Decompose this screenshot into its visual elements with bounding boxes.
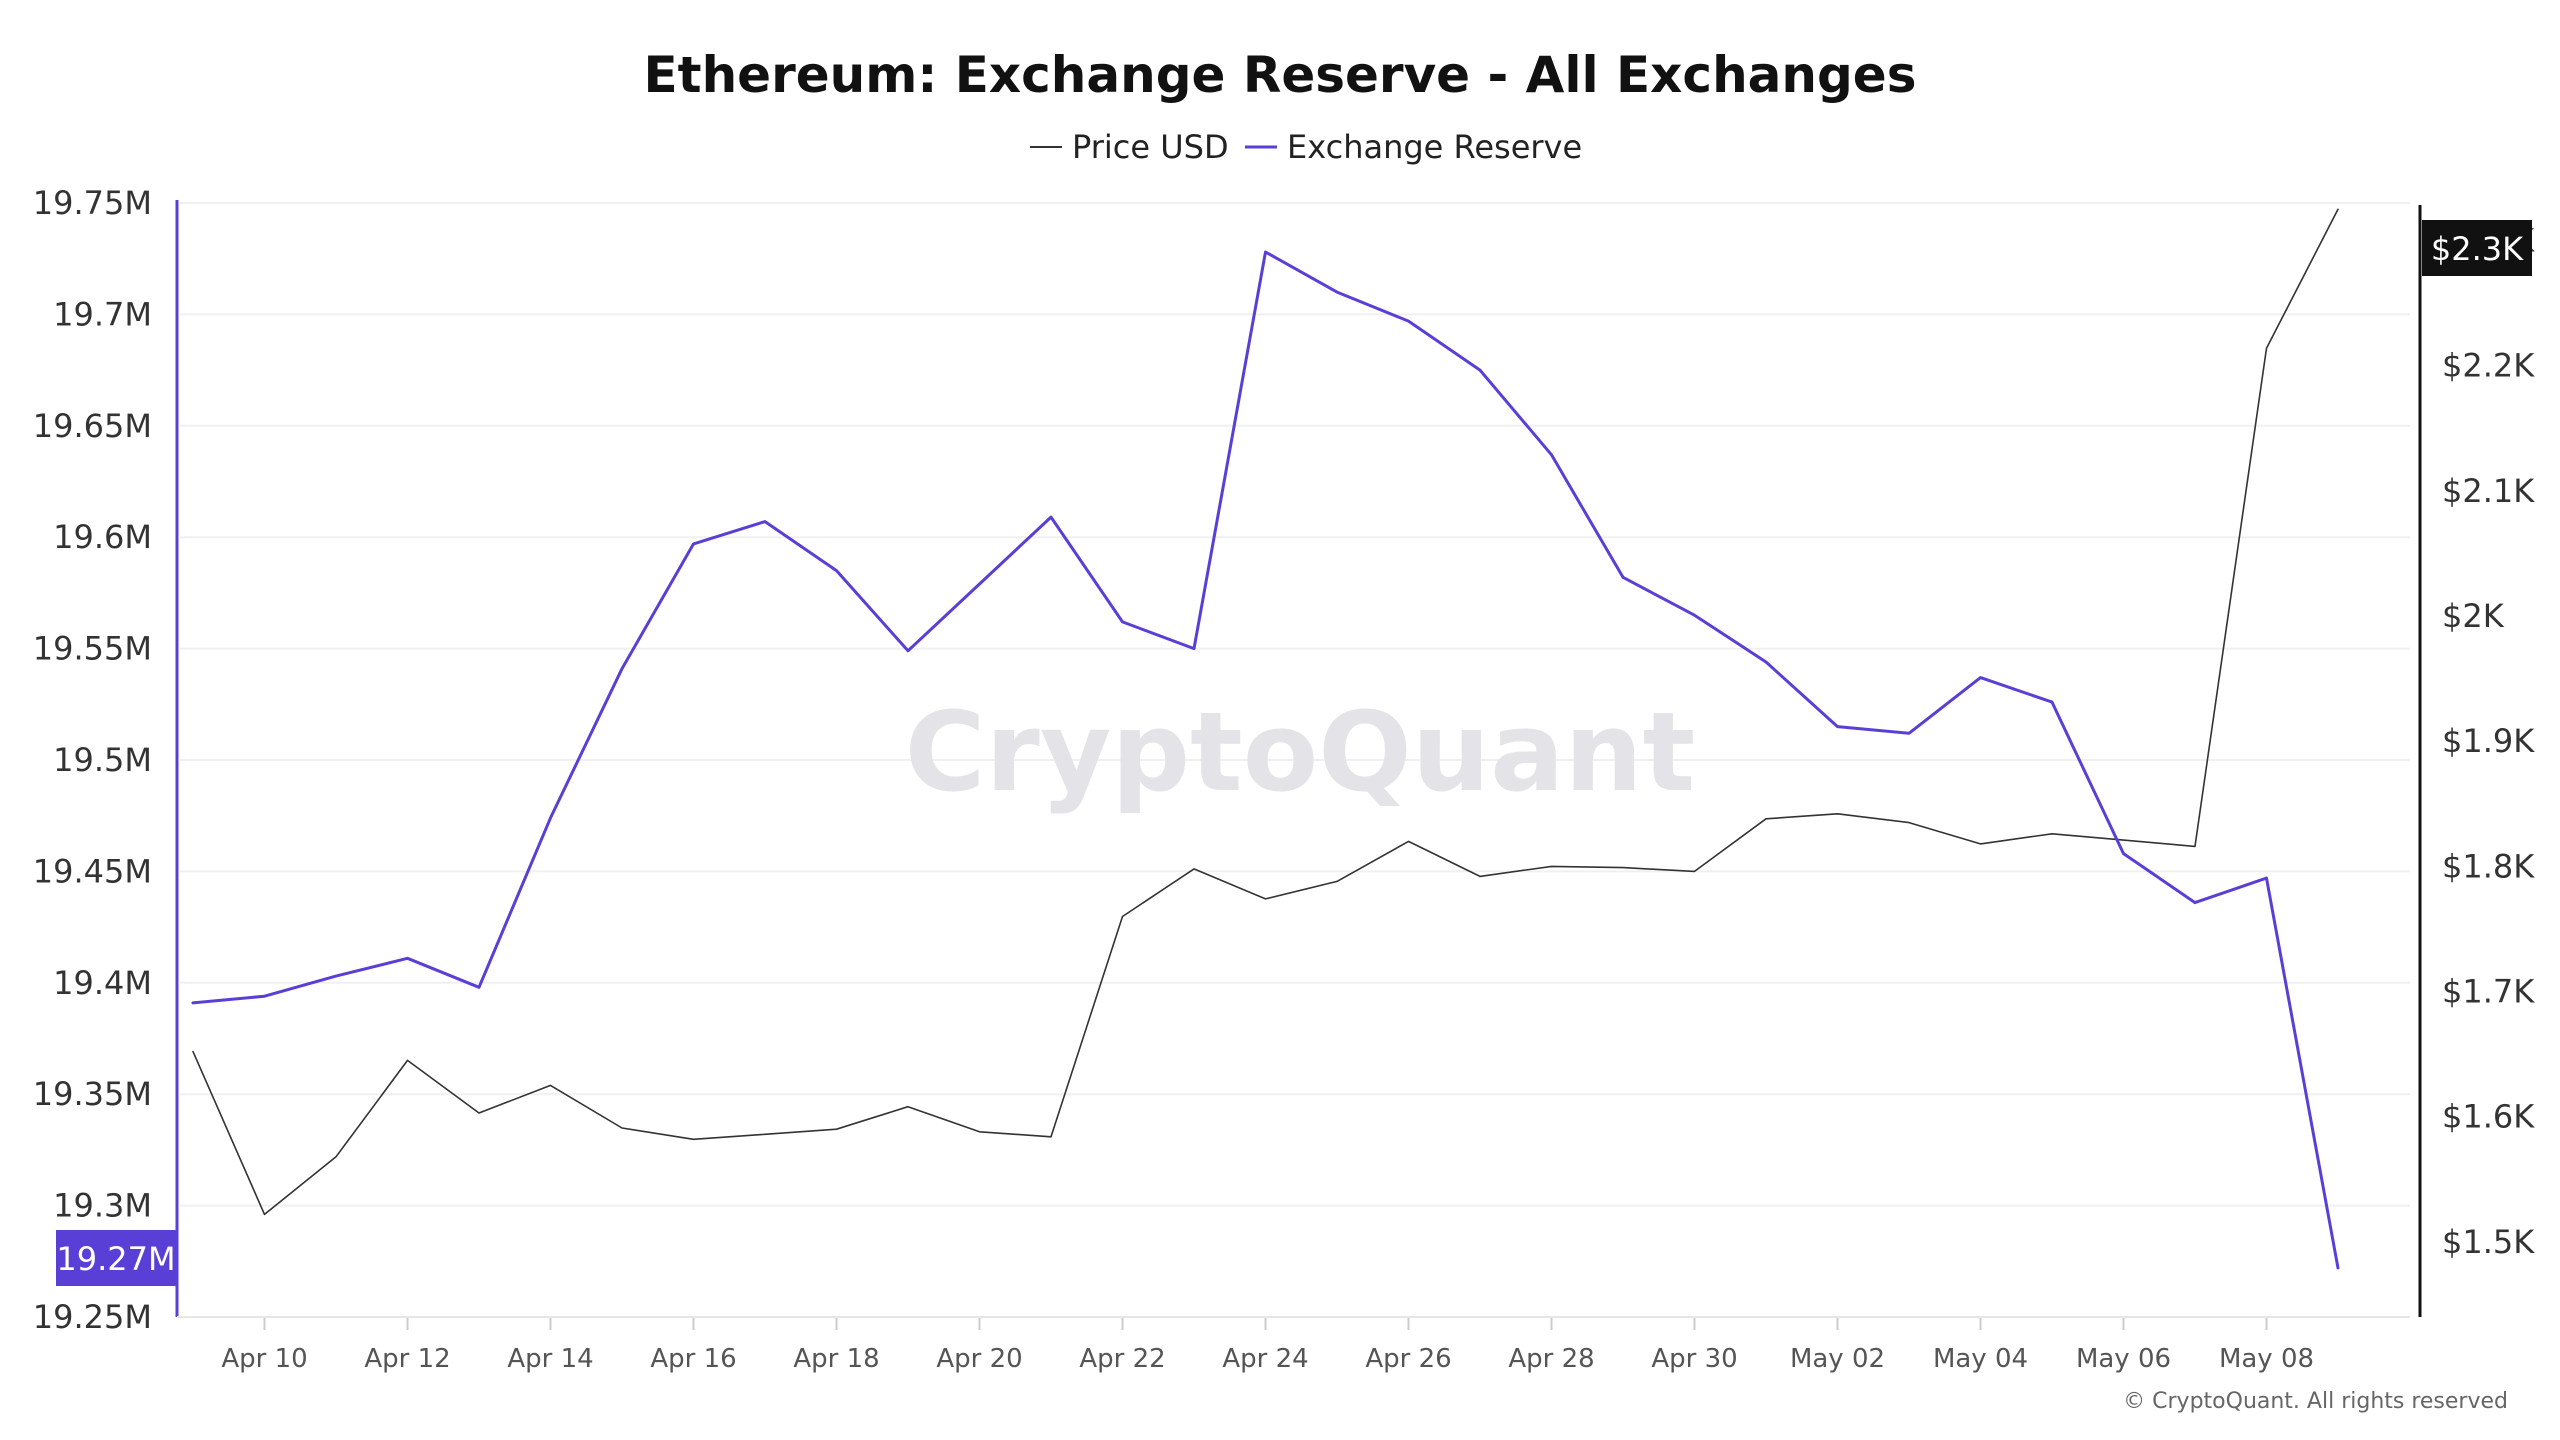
left-tick-label: 19.65M: [33, 407, 152, 445]
left-value-badge-label: 19.27M: [56, 1240, 175, 1278]
right-tick-label: $2K: [2442, 597, 2505, 635]
x-tick-label: Apr 26: [1365, 1344, 1451, 1374]
legend[interactable]: Price USD Exchange Reserve: [1030, 128, 1582, 166]
chart-title: Ethereum: Exchange Reserve - All Exchang…: [644, 46, 1917, 104]
x-tick-label: May 02: [1790, 1344, 1885, 1374]
legend-label-exchange-reserve[interactable]: Exchange Reserve: [1287, 128, 1582, 166]
right-axis-ticks: $1.5K$1.6K$1.7K$1.8K$1.9K$2K$2.1K$2.2K$2…: [2442, 222, 2535, 1261]
left-tick-label: 19.25M: [33, 1298, 152, 1336]
x-tick-label: Apr 30: [1651, 1344, 1737, 1374]
copyright-notice: © CryptoQuant. All rights reserved: [2123, 1389, 2508, 1414]
right-tick-label: $1.5K: [2442, 1223, 2535, 1261]
watermark: CryptoQuant: [905, 688, 1696, 816]
x-tick-label: Apr 18: [793, 1344, 879, 1374]
left-tick-label: 19.45M: [33, 852, 152, 890]
x-tick-label: Apr 16: [650, 1344, 736, 1374]
right-tick-label: $1.9K: [2442, 722, 2535, 760]
legend-label-price-usd[interactable]: Price USD: [1072, 128, 1229, 166]
right-value-badge-bg: [2422, 220, 2532, 276]
right-tick-label: $1.6K: [2442, 1098, 2535, 1136]
left-tick-label: 19.35M: [33, 1075, 152, 1113]
left-value-badge: 19.27M: [56, 1230, 176, 1286]
grid-lines: [180, 202, 2410, 1207]
x-tick-label: Apr 20: [936, 1344, 1022, 1374]
left-tick-label: 19.75M: [33, 184, 152, 222]
right-tick-label: $1.8K: [2442, 847, 2535, 885]
x-tick-label: Apr 12: [364, 1344, 450, 1374]
left-tick-label: 19.4M: [53, 964, 152, 1002]
right-tick-label: $2.1K: [2442, 472, 2535, 510]
x-tick-label: Apr 24: [1222, 1344, 1308, 1374]
left-tick-label: 19.5M: [53, 741, 152, 779]
right-tick-label: $2.2K: [2442, 347, 2535, 385]
series-layer: [191, 208, 2340, 1270]
left-axis-ticks: 19.25M 19.3M 19.35M 19.4M 19.45M 19.5M 19.55M 1…: [33, 184, 152, 1336]
left-tick-label: 19.3M: [53, 1187, 152, 1225]
x-tick-label: Apr 14: [507, 1344, 593, 1374]
left-tick-label: 19.7M: [53, 295, 152, 333]
right-value-badge-label: $2.3K: [2431, 230, 2524, 268]
x-tick-label: May 06: [2076, 1344, 2171, 1374]
left-tick-label: 19.6M: [53, 518, 152, 556]
x-axis-ticks: Apr 10 Apr 12 Apr 14 Apr 16 Apr 18 Apr 20 Apr …: [221, 1317, 2314, 1374]
series-line-price-usd: [192, 208, 2339, 1216]
x-tick-label: May 04: [1933, 1344, 2028, 1374]
x-tick-label: Apr 22: [1079, 1344, 1165, 1374]
x-tick-label: May 08: [2219, 1344, 2314, 1374]
left-tick-label: 19.55M: [33, 630, 152, 668]
right-tick-label: $1.7K: [2442, 973, 2535, 1011]
x-tick-label: Apr 10: [221, 1344, 307, 1374]
left-value-badge-bg: [56, 1230, 176, 1286]
series-line-exchange-reserve: [191, 250, 2340, 1270]
right-value-badge: $2.3K: [2422, 220, 2532, 276]
x-tick-label: Apr 28: [1508, 1344, 1594, 1374]
